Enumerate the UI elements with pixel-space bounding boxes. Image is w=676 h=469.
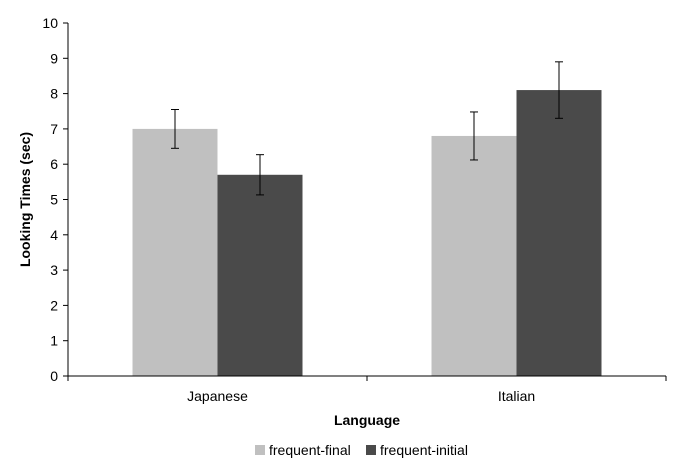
- y-ticks-group: 0 1 2 3 4 5 6 7 8 9 10: [42, 15, 68, 384]
- bar-frequent-final-italian: [431, 135, 517, 376]
- legend-swatch-frequent-final: [255, 445, 265, 455]
- legend-label-frequent-initial: frequent-initial: [380, 442, 468, 458]
- y-tick-label: 6: [50, 156, 58, 172]
- y-tick-label: 8: [50, 86, 58, 102]
- error-bars-group: [171, 61, 563, 196]
- y-tick-label: 7: [50, 121, 58, 137]
- bar-frequent-initial-japanese: [217, 174, 303, 376]
- y-axis-title: Looking Times (sec): [17, 132, 33, 267]
- legend-label-frequent-final: frequent-final: [269, 442, 351, 458]
- y-tick-label: 4: [50, 227, 58, 243]
- bar-frequent-final-japanese: [132, 128, 218, 376]
- bar-frequent-initial-italian: [516, 90, 602, 376]
- legend-swatch-frequent-initial: [366, 445, 376, 455]
- y-tick-label: 0: [50, 368, 58, 384]
- legend: frequent-final frequent-initial: [255, 442, 468, 458]
- x-axis-title: Language: [334, 412, 400, 428]
- x-category-label: Italian: [498, 388, 535, 404]
- y-tick-label: 1: [50, 333, 58, 349]
- y-tick-label: 2: [50, 297, 58, 313]
- bars-group: [132, 90, 602, 376]
- y-tick-label: 3: [50, 262, 58, 278]
- y-tick-label: 5: [50, 192, 58, 208]
- x-ticks-group: Japanese Italian: [67, 376, 667, 404]
- y-tick-label: 10: [42, 15, 58, 31]
- y-tick-label: 9: [50, 50, 58, 66]
- x-category-label: Japanese: [187, 388, 248, 404]
